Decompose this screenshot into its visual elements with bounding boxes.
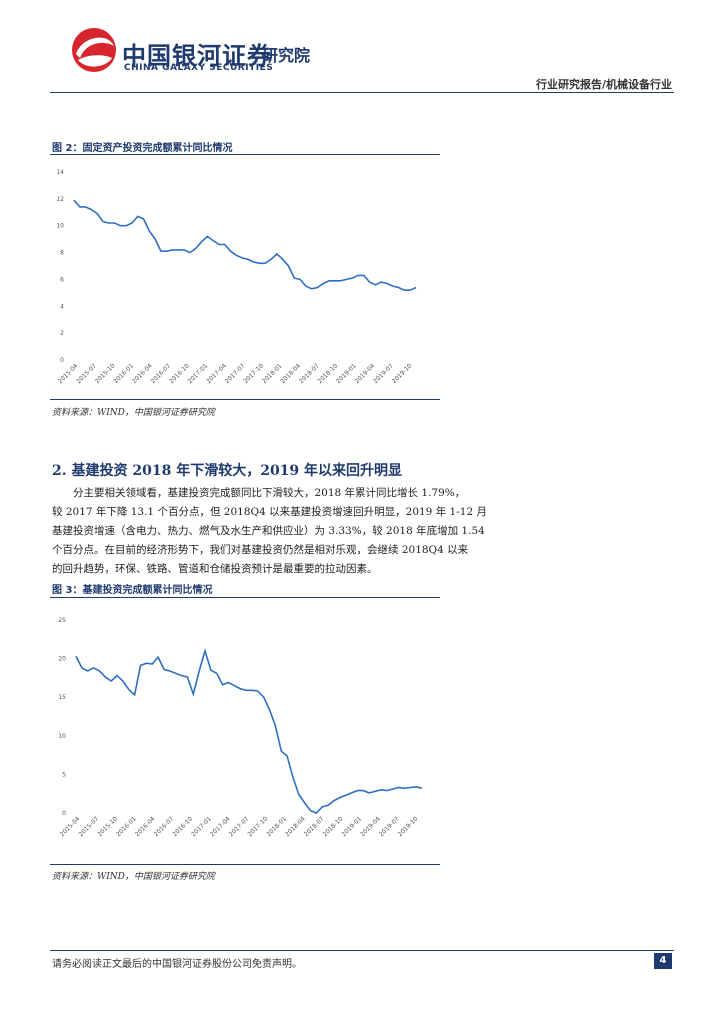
- figure-3-source: 资料来源：WIND，中国银河证券研究院: [52, 872, 215, 882]
- figure-2-title: 图 2：固定资产投资完成额累计同比情况: [52, 143, 233, 154]
- figure-2-y-tick-label: 12: [56, 196, 64, 203]
- figure-3-y-tick-label: 15: [58, 694, 66, 701]
- header-divider: [50, 92, 674, 93]
- brand-subtitle: 研究院: [262, 46, 311, 65]
- figure-2-chart: 024681012142015-042015-072015-102016-012…: [56, 169, 417, 385]
- paragraph-line: 较 2017 年下降 13.1 个百分点，但 2018Q4 以来基建投资增速回升…: [52, 506, 487, 518]
- figure-2-y-tick-label: 2: [60, 330, 64, 337]
- figure-3-series-line: [75, 648, 423, 814]
- section-heading: 2. 基建投资 2018 年下滑较大，2019 年以来回升明显: [52, 463, 403, 479]
- figure-3-bottom-rule: [50, 864, 440, 865]
- figure-2-y-tick-label: 4: [60, 303, 64, 310]
- paragraph-line: 基建投资增速（含电力、热力、燃气及水生产和供应业）为 3.33%，较 2018 …: [52, 525, 485, 537]
- paragraph-line: 个百分点。在目前的经济形势下，我们对基建投资仍然是相对乐观，会继续 2018Q4…: [52, 544, 469, 556]
- paragraph-line: 的回升趋势，环保、铁路、管道和仓储投资预计是最重要的拉动因素。: [52, 563, 378, 575]
- brand-name-en: CHINA GALAXY SECURITIES: [124, 63, 274, 73]
- figure-3-top-rule: [50, 597, 440, 598]
- footer-disclaimer: 请务必阅读正文最后的中国银河证券股份公司免责声明。: [52, 959, 302, 970]
- figure-2-y-tick-label: 14: [56, 169, 64, 176]
- figure-2-y-tick-label: 6: [60, 276, 64, 283]
- figure-2-y-tick-label: 10: [56, 223, 64, 230]
- galaxy-logo-icon: [72, 28, 116, 72]
- paragraph-line: 分主要相关领域看，基建投资完成额同比下滑较大，2018 年累计同比增长 1.79…: [73, 487, 466, 499]
- footer-divider: [50, 950, 674, 951]
- figure-3-title: 图 3：基建投资完成额累计同比情况: [52, 585, 213, 596]
- figure-3-y-tick-label: 10: [58, 733, 66, 740]
- section-paragraph: 分主要相关领域看，基建投资完成额同比下滑较大，2018 年累计同比增长 1.79…: [52, 484, 490, 579]
- report-type: 行业研究报告/机械设备行业: [535, 78, 672, 91]
- figure-3-x-tick-label: 2019-10: [397, 815, 420, 838]
- figure-3-y-tick-label: 25: [58, 617, 66, 624]
- page-number: 4: [654, 953, 672, 969]
- figure-3-chart: 05101520252015-042015-072015-102016-0120…: [58, 617, 423, 838]
- figure-3-y-tick-label: 0: [62, 810, 66, 817]
- figure-3-y-tick-label: 5: [62, 771, 66, 778]
- figure-2-y-tick-label: 8: [60, 250, 64, 257]
- brand-name-cn: 中国银河证券: [122, 42, 272, 70]
- figure-2-y-tick-label: 0: [60, 357, 64, 364]
- figure-2-series-line: [73, 199, 417, 291]
- figure-2-source: 资料来源：WIND，中国银河证券研究院: [52, 408, 215, 418]
- figure-3-y-tick-label: 20: [58, 656, 66, 663]
- figure-2-top-rule: [50, 154, 440, 155]
- figure-2-bottom-rule: [50, 399, 440, 400]
- figure-2-x-tick-label: 2019-10: [391, 362, 414, 385]
